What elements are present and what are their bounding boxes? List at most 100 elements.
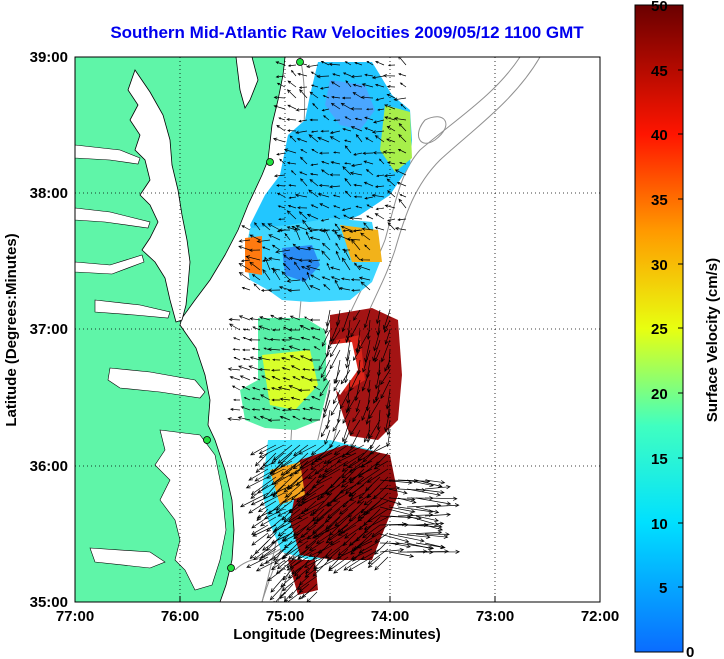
velocity-arrow — [248, 500, 269, 514]
velocity-arrow — [298, 388, 311, 393]
velocity-arrow — [386, 218, 396, 222]
velocity-arrow — [310, 71, 319, 77]
velocity-arrow — [379, 522, 407, 527]
velocity-arrow — [286, 556, 301, 569]
velocity-arrow — [288, 345, 301, 351]
velocity-arrow — [374, 556, 389, 571]
velocity-arrow — [299, 171, 308, 176]
velocity-arrow — [355, 133, 363, 143]
velocity-arrow — [287, 104, 297, 110]
velocity-arrow — [272, 268, 281, 281]
velocity-arrow — [344, 61, 352, 66]
velocity-arrow — [375, 97, 385, 101]
colorbar-tick-label: 0 — [686, 644, 694, 659]
velocity-vectors — [227, 57, 461, 602]
velocity-arrow — [313, 508, 333, 525]
velocity-arrow — [260, 516, 277, 527]
velocity-arrow — [352, 83, 363, 88]
velocity-arrow — [348, 484, 365, 497]
velocity-arrow — [332, 194, 341, 198]
velocity-arrow — [350, 429, 361, 449]
velocity-arrow — [415, 515, 439, 523]
velocity-arrow — [393, 97, 407, 102]
velocity-arrow — [306, 591, 318, 602]
velocity-arrow — [279, 397, 291, 401]
velocity-arrow — [251, 397, 261, 401]
velocity-arrow — [375, 309, 381, 325]
velocity-arrow — [344, 145, 352, 154]
velocity-arrow — [348, 460, 373, 473]
velocity-arrow — [306, 213, 319, 220]
velocity-arrow — [312, 492, 333, 515]
velocity-arrow — [396, 182, 407, 187]
velocity-arrow — [400, 103, 407, 110]
velocity-arrow — [299, 88, 308, 99]
velocity-arrow — [258, 325, 271, 331]
velocity-arrow — [374, 213, 385, 220]
velocity-arrow — [354, 262, 361, 271]
velocity-arrow — [242, 357, 251, 361]
velocity-arrow — [289, 355, 301, 361]
velocity-arrow — [374, 135, 385, 143]
velocity-arrow — [262, 268, 271, 281]
velocity-arrow — [250, 492, 277, 506]
velocity-arrow — [303, 556, 325, 568]
velocity-arrow — [406, 488, 442, 497]
velocity-arrow — [277, 205, 286, 209]
velocity-arrow — [289, 135, 297, 143]
velocity-arrow — [293, 516, 317, 540]
velocity-arrow — [229, 323, 241, 331]
velocity-arrow — [326, 500, 349, 519]
velocity-arrow — [240, 406, 251, 411]
x-tick-label: 75:00 — [266, 608, 304, 625]
velocity-arrow — [229, 407, 241, 411]
velocity-arrow — [353, 183, 363, 187]
velocity-arrow — [424, 484, 451, 490]
velocity-arrow — [424, 496, 458, 501]
velocity-arrow — [361, 369, 371, 392]
velocity-arrow — [290, 69, 297, 77]
velocity-arrow — [333, 369, 341, 385]
velocity-arrow — [310, 84, 319, 88]
velocity-arrow — [276, 124, 286, 132]
velocity-arrow — [364, 116, 374, 121]
velocity-arrow — [291, 225, 301, 231]
velocity-arrow — [373, 329, 381, 352]
velocity-arrow — [238, 262, 251, 271]
velocity-arrow — [251, 516, 269, 529]
velocity-arrow — [341, 207, 352, 212]
velocity-arrow — [267, 567, 286, 582]
velocity-arrow — [375, 207, 385, 211]
velocity-arrow — [273, 95, 286, 100]
velocity-arrow — [350, 163, 363, 168]
velocity-arrow — [329, 185, 341, 189]
velocity-arrow — [356, 540, 373, 549]
pamlico-inlet — [89, 547, 166, 569]
velocity-arrow — [318, 183, 330, 188]
velocity-arrow — [312, 508, 325, 522]
plot-frame — [74, 56, 601, 603]
velocity-arrow — [354, 117, 363, 121]
velocity-arrow — [333, 556, 357, 574]
velocity-arrow — [278, 316, 291, 321]
velocity-arrow — [288, 385, 301, 391]
velocity-arrow — [338, 500, 357, 515]
velocity-arrow — [301, 476, 317, 493]
velocity-arrow — [321, 276, 331, 281]
velocity-arrow — [253, 548, 269, 561]
velocity-arrow — [290, 365, 301, 371]
velocity-arrow — [367, 556, 381, 569]
velocity-arrow — [306, 226, 321, 231]
velocity-arrow — [353, 152, 363, 156]
velocity-arrow — [309, 91, 319, 99]
velocity-arrow — [376, 174, 385, 178]
velocity-arrow — [342, 128, 352, 132]
velocity-arrow — [397, 218, 407, 222]
velocity-arrow — [394, 169, 407, 176]
velocity-arrow — [357, 444, 373, 462]
velocity-arrow — [366, 204, 374, 209]
velocity-arrow — [261, 375, 271, 381]
velocity-arrow — [319, 379, 331, 397]
velocity-arrow — [277, 444, 301, 464]
velocity-arrow — [268, 256, 281, 261]
